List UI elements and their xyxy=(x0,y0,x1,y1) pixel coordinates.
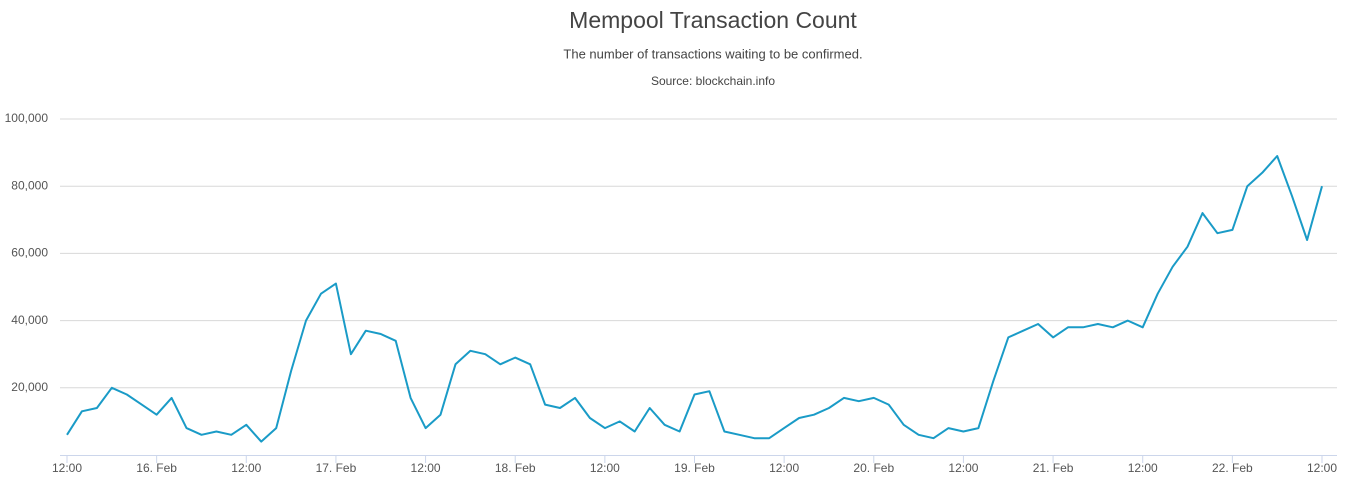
x-tick-label: 16. Feb xyxy=(136,461,177,475)
chart-source: Source: blockchain.info xyxy=(651,74,775,88)
chart-title: Mempool Transaction Count xyxy=(569,7,857,33)
x-tick-label: 17. Feb xyxy=(316,461,357,475)
x-tick-label: 12:00 xyxy=(590,461,620,475)
x-tick-label: 12:00 xyxy=(769,461,799,475)
x-tick-label: 12:00 xyxy=(948,461,978,475)
x-tick-label: 12:00 xyxy=(231,461,261,475)
x-tick-label: 12:00 xyxy=(1128,461,1158,475)
x-tick-label: 12:00 xyxy=(411,461,441,475)
x-tick-label: 12:00 xyxy=(52,461,82,475)
y-tick-label: 40,000 xyxy=(11,313,48,327)
x-tick-label: 12:00 xyxy=(1307,461,1337,475)
data-line xyxy=(66,155,1323,443)
chart-subtitle: The number of transactions waiting to be… xyxy=(563,46,862,61)
x-tick-label: 22. Feb xyxy=(1212,461,1253,475)
y-tick-label: 60,000 xyxy=(11,246,48,260)
y-tick-label: 20,000 xyxy=(11,380,48,394)
x-tick-label: 21. Feb xyxy=(1033,461,1074,475)
x-tick-label: 18. Feb xyxy=(495,461,536,475)
y-tick-label: 80,000 xyxy=(11,178,48,192)
x-tick-label: 19. Feb xyxy=(674,461,715,475)
y-tick-label: 100,000 xyxy=(5,111,49,125)
x-tick-label: 20. Feb xyxy=(853,461,894,475)
